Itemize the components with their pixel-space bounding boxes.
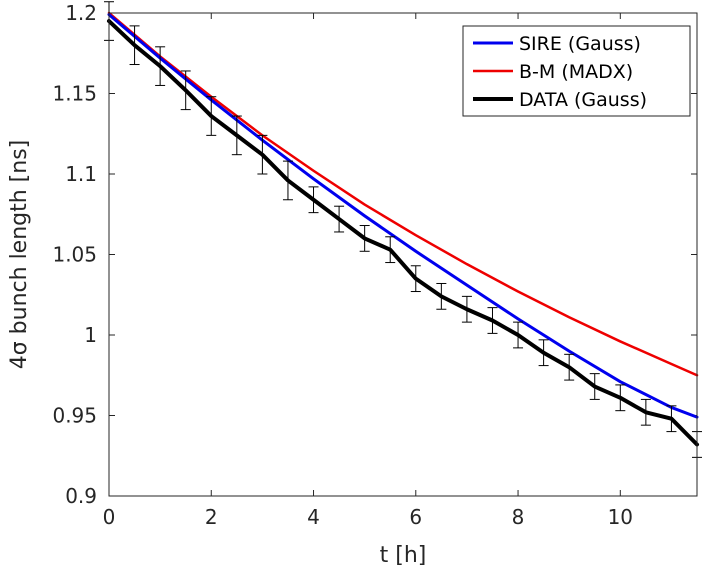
error-bar <box>359 225 370 252</box>
legend-label: B-M (MADX) <box>519 61 633 83</box>
y-tick-label: 0.9 <box>65 484 97 508</box>
error-bar <box>615 384 626 412</box>
y-tick-label: 1.15 <box>52 82 97 106</box>
x-tick-label: 0 <box>103 505 116 529</box>
error-bar <box>461 295 472 323</box>
error-bar <box>180 70 191 111</box>
error-bar <box>155 46 166 86</box>
legend: SIRE (Gauss) B-M (MADX) DATA (Gauss) <box>462 25 691 117</box>
error-bar <box>231 115 242 156</box>
x-tick-label: 10 <box>608 505 633 529</box>
error-bar <box>334 205 345 233</box>
y-tick-label: 1 <box>84 323 97 347</box>
y-tick-label: 0.95 <box>52 404 97 428</box>
error-bar <box>206 96 217 136</box>
error-bar <box>589 373 600 400</box>
error-bar <box>487 307 498 334</box>
x-tick-label: 6 <box>409 505 422 529</box>
error-bar <box>640 398 651 426</box>
y-tick-label: 1.2 <box>65 1 97 25</box>
y-tick-label: 1.1 <box>65 162 97 186</box>
legend-label: SIRE (Gauss) <box>519 33 641 55</box>
y-axis-label: 4σ bunch length [ns] <box>7 140 32 370</box>
x-axis-label: t [h] <box>380 543 427 568</box>
x-tick-label: 8 <box>512 505 525 529</box>
error-bar <box>666 405 677 433</box>
y-tick-label: 1.05 <box>52 243 97 267</box>
error-bar <box>257 134 268 175</box>
y-tick-labels: 0.9 0.95 1 1.05 1.1 1.15 1.2 <box>52 1 97 508</box>
x-tick-labels: 0 2 4 6 8 10 <box>103 505 633 529</box>
series-layer <box>104 1 702 458</box>
series-line-data-gauss <box>107 19 699 447</box>
error-bar <box>385 236 396 264</box>
x-tick-label: 2 <box>205 505 218 529</box>
error-bar <box>410 265 421 293</box>
plot-frame <box>108 12 698 497</box>
legend-label: DATA (Gauss) <box>519 89 647 111</box>
error-bar <box>129 25 140 66</box>
error-bar <box>538 339 549 367</box>
error-bar <box>282 160 293 201</box>
error-bar <box>513 321 524 349</box>
error-bar <box>436 282 447 310</box>
error-bar <box>564 353 575 381</box>
x-tick-label: 4 <box>307 505 320 529</box>
error-bar <box>308 186 319 214</box>
